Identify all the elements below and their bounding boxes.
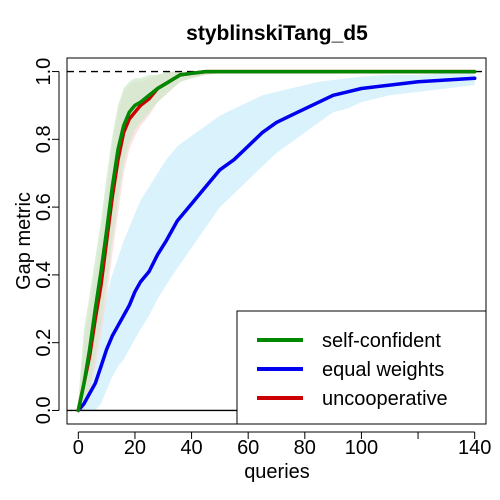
- x-axis-title: queries: [244, 461, 310, 483]
- y-tick-label: 0.6: [33, 193, 55, 221]
- chart-title: styblinskiTang_d5: [186, 22, 368, 45]
- line-equal-weights: [76, 76, 477, 413]
- legend: self-confident equal weights uncooperative: [236, 310, 487, 425]
- x-tick-label: 140: [458, 437, 491, 459]
- x-axis: 0 20 40 60 80 100 140: [73, 431, 491, 459]
- confidence-bands: [78, 71, 475, 411]
- line-self-confident: [76, 69, 477, 413]
- y-axis-title: Gap metric: [13, 192, 35, 290]
- x-tick-label: 20: [124, 437, 146, 459]
- x-tick-label: 60: [237, 437, 259, 459]
- x-tick-label: 80: [294, 437, 316, 459]
- y-tick-label: 0.2: [33, 329, 55, 357]
- legend-items: self-confident equal weights uncooperative: [257, 330, 448, 410]
- y-tick-label: 0.4: [33, 261, 55, 289]
- legend-label-equal-weights: equal weights: [322, 359, 444, 381]
- x-tick-label: 40: [180, 437, 202, 459]
- band-equal-weights: [78, 71, 475, 411]
- legend-label-self-confident: self-confident: [322, 330, 441, 352]
- legend-label-uncooperative: uncooperative: [322, 388, 448, 410]
- x-tick-label: 100: [345, 437, 378, 459]
- y-tick-label: 1.0: [33, 58, 55, 86]
- series-lines: [76, 69, 477, 413]
- x-tick-label: 0: [73, 437, 84, 459]
- y-tick-label: 0.0: [33, 396, 55, 424]
- y-axis: 0.0 0.2 0.4 0.6 0.8 1.0: [33, 58, 60, 424]
- y-tick-label: 0.8: [33, 125, 55, 153]
